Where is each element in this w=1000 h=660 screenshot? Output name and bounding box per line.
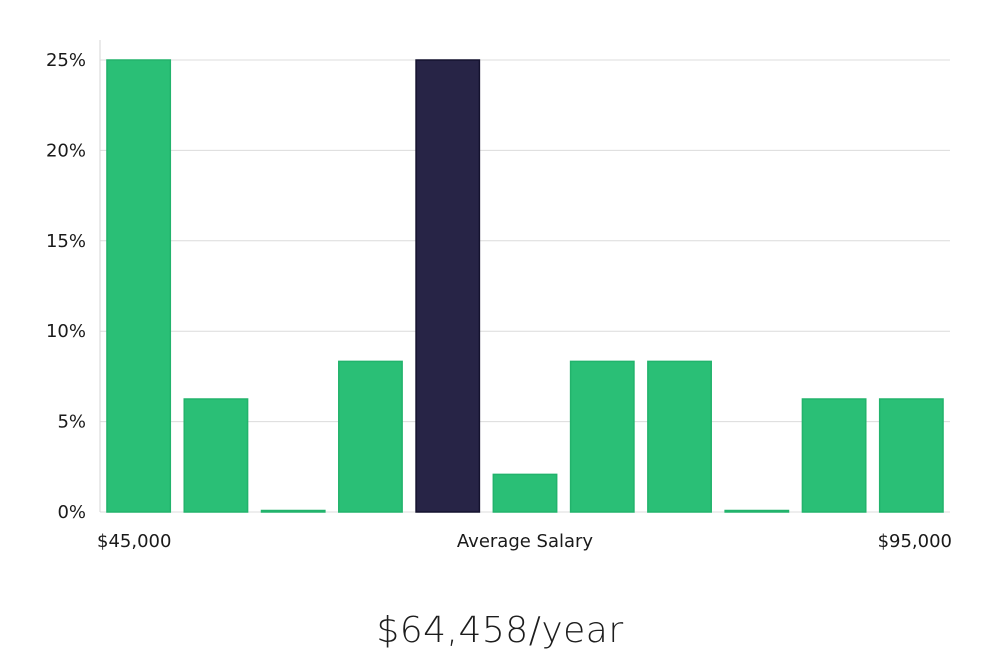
bar [569,360,635,513]
bar [183,398,249,513]
average-salary-value: $64,458/year [376,610,624,651]
y-tick-label: 20% [46,140,86,161]
bar [647,360,712,513]
bar [260,509,326,513]
x-max-label: $95,000 [878,531,952,552]
bar [106,59,172,513]
bar [801,398,867,513]
labels: 0% 5% 10% 15% 20% 25% $45,000 Average Salary $95… [46,50,952,552]
y-tick-label: 15% [46,231,86,252]
highlighted-bar [415,59,481,513]
x-axis-title: Average Salary [457,531,594,552]
y-tick-label: 0% [57,502,86,523]
y-tick-label: 25% [46,50,86,71]
y-tick-label: 10% [46,321,86,342]
bar [492,473,558,513]
bars [106,59,944,513]
chart-svg: 0% 5% 10% 15% 20% 25% $45,000 Average Salary $95… [46,40,952,552]
bar [878,398,944,513]
x-min-label: $45,000 [97,531,171,552]
y-tick-label: 5% [57,412,86,433]
bar [724,509,790,513]
bar [338,360,403,513]
